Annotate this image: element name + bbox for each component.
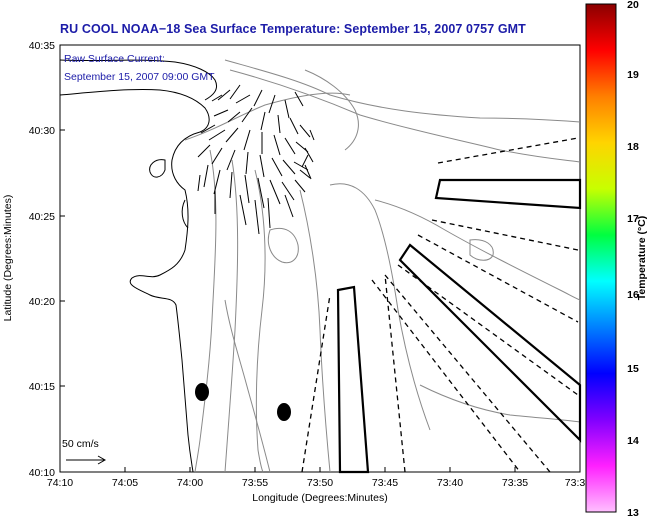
y-tick-labels: 40:35 40:30 40:25 40:20 40:15 40:10 xyxy=(29,40,55,479)
y-tick-label: 40:25 xyxy=(29,211,55,223)
colorbar-label: Temperature (°C) xyxy=(636,216,648,301)
colorbar-tick-label: 13 xyxy=(627,507,639,518)
colorbar-tick-label: 15 xyxy=(627,363,639,375)
x-tick-label: 73:50 xyxy=(307,477,333,489)
colorbar-tick-label: 19 xyxy=(627,69,639,81)
x-tick-label: 73:35 xyxy=(502,477,528,489)
colorbar-tick-label: 14 xyxy=(627,435,639,447)
colorbar-tick-label: 18 xyxy=(627,141,639,153)
y-axis-label: Latitude (Degrees:Minutes) xyxy=(2,195,14,322)
colorbar-ticks: 20 19 18 17 16 15 14 13 xyxy=(627,0,639,518)
station-marker xyxy=(277,403,291,421)
colorbar xyxy=(585,3,617,513)
x-tick-label: 73:3 xyxy=(565,477,586,489)
coastline xyxy=(59,59,218,473)
axis-ticks xyxy=(59,44,516,473)
plot-frame xyxy=(59,44,581,473)
radar-swaths xyxy=(336,178,582,474)
colorbar-tick-label: 20 xyxy=(627,0,639,11)
map-title: RU COOL NOAA−18 Sea Surface Temperature:… xyxy=(60,22,526,36)
colorbar-tick-label: 16 xyxy=(627,289,639,301)
annotation-line1: Raw Surface Current: xyxy=(64,53,165,65)
current-vectors xyxy=(197,84,315,235)
scale-label: 50 cm/s xyxy=(62,438,99,450)
y-tick-label: 40:30 xyxy=(29,125,55,137)
x-tick-label: 74:05 xyxy=(112,477,138,489)
colorbar-tick-label: 17 xyxy=(627,213,639,225)
annotation-line2: September 15, 2007 09:00 GMT xyxy=(64,71,215,83)
x-tick-label: 73:40 xyxy=(437,477,463,489)
x-tick-label: 73:55 xyxy=(242,477,268,489)
x-tick-label: 74:00 xyxy=(177,477,203,489)
x-tick-label: 73:45 xyxy=(372,477,398,489)
y-tick-label: 40:15 xyxy=(29,381,55,393)
x-axis-label: Longitude (Degrees:Minutes) xyxy=(252,492,387,504)
y-tick-label: 40:20 xyxy=(29,296,55,308)
x-tick-labels: 74:10 74:05 74:00 73:55 73:50 73:45 73:4… xyxy=(47,477,586,489)
x-tick-label: 74:10 xyxy=(47,477,73,489)
bathymetry-contours xyxy=(184,59,581,473)
y-tick-label: 40:35 xyxy=(29,40,55,52)
y-tick-label: 40:10 xyxy=(29,467,55,479)
station-marker xyxy=(195,383,209,401)
scale-arrowhead-icon xyxy=(97,455,107,465)
